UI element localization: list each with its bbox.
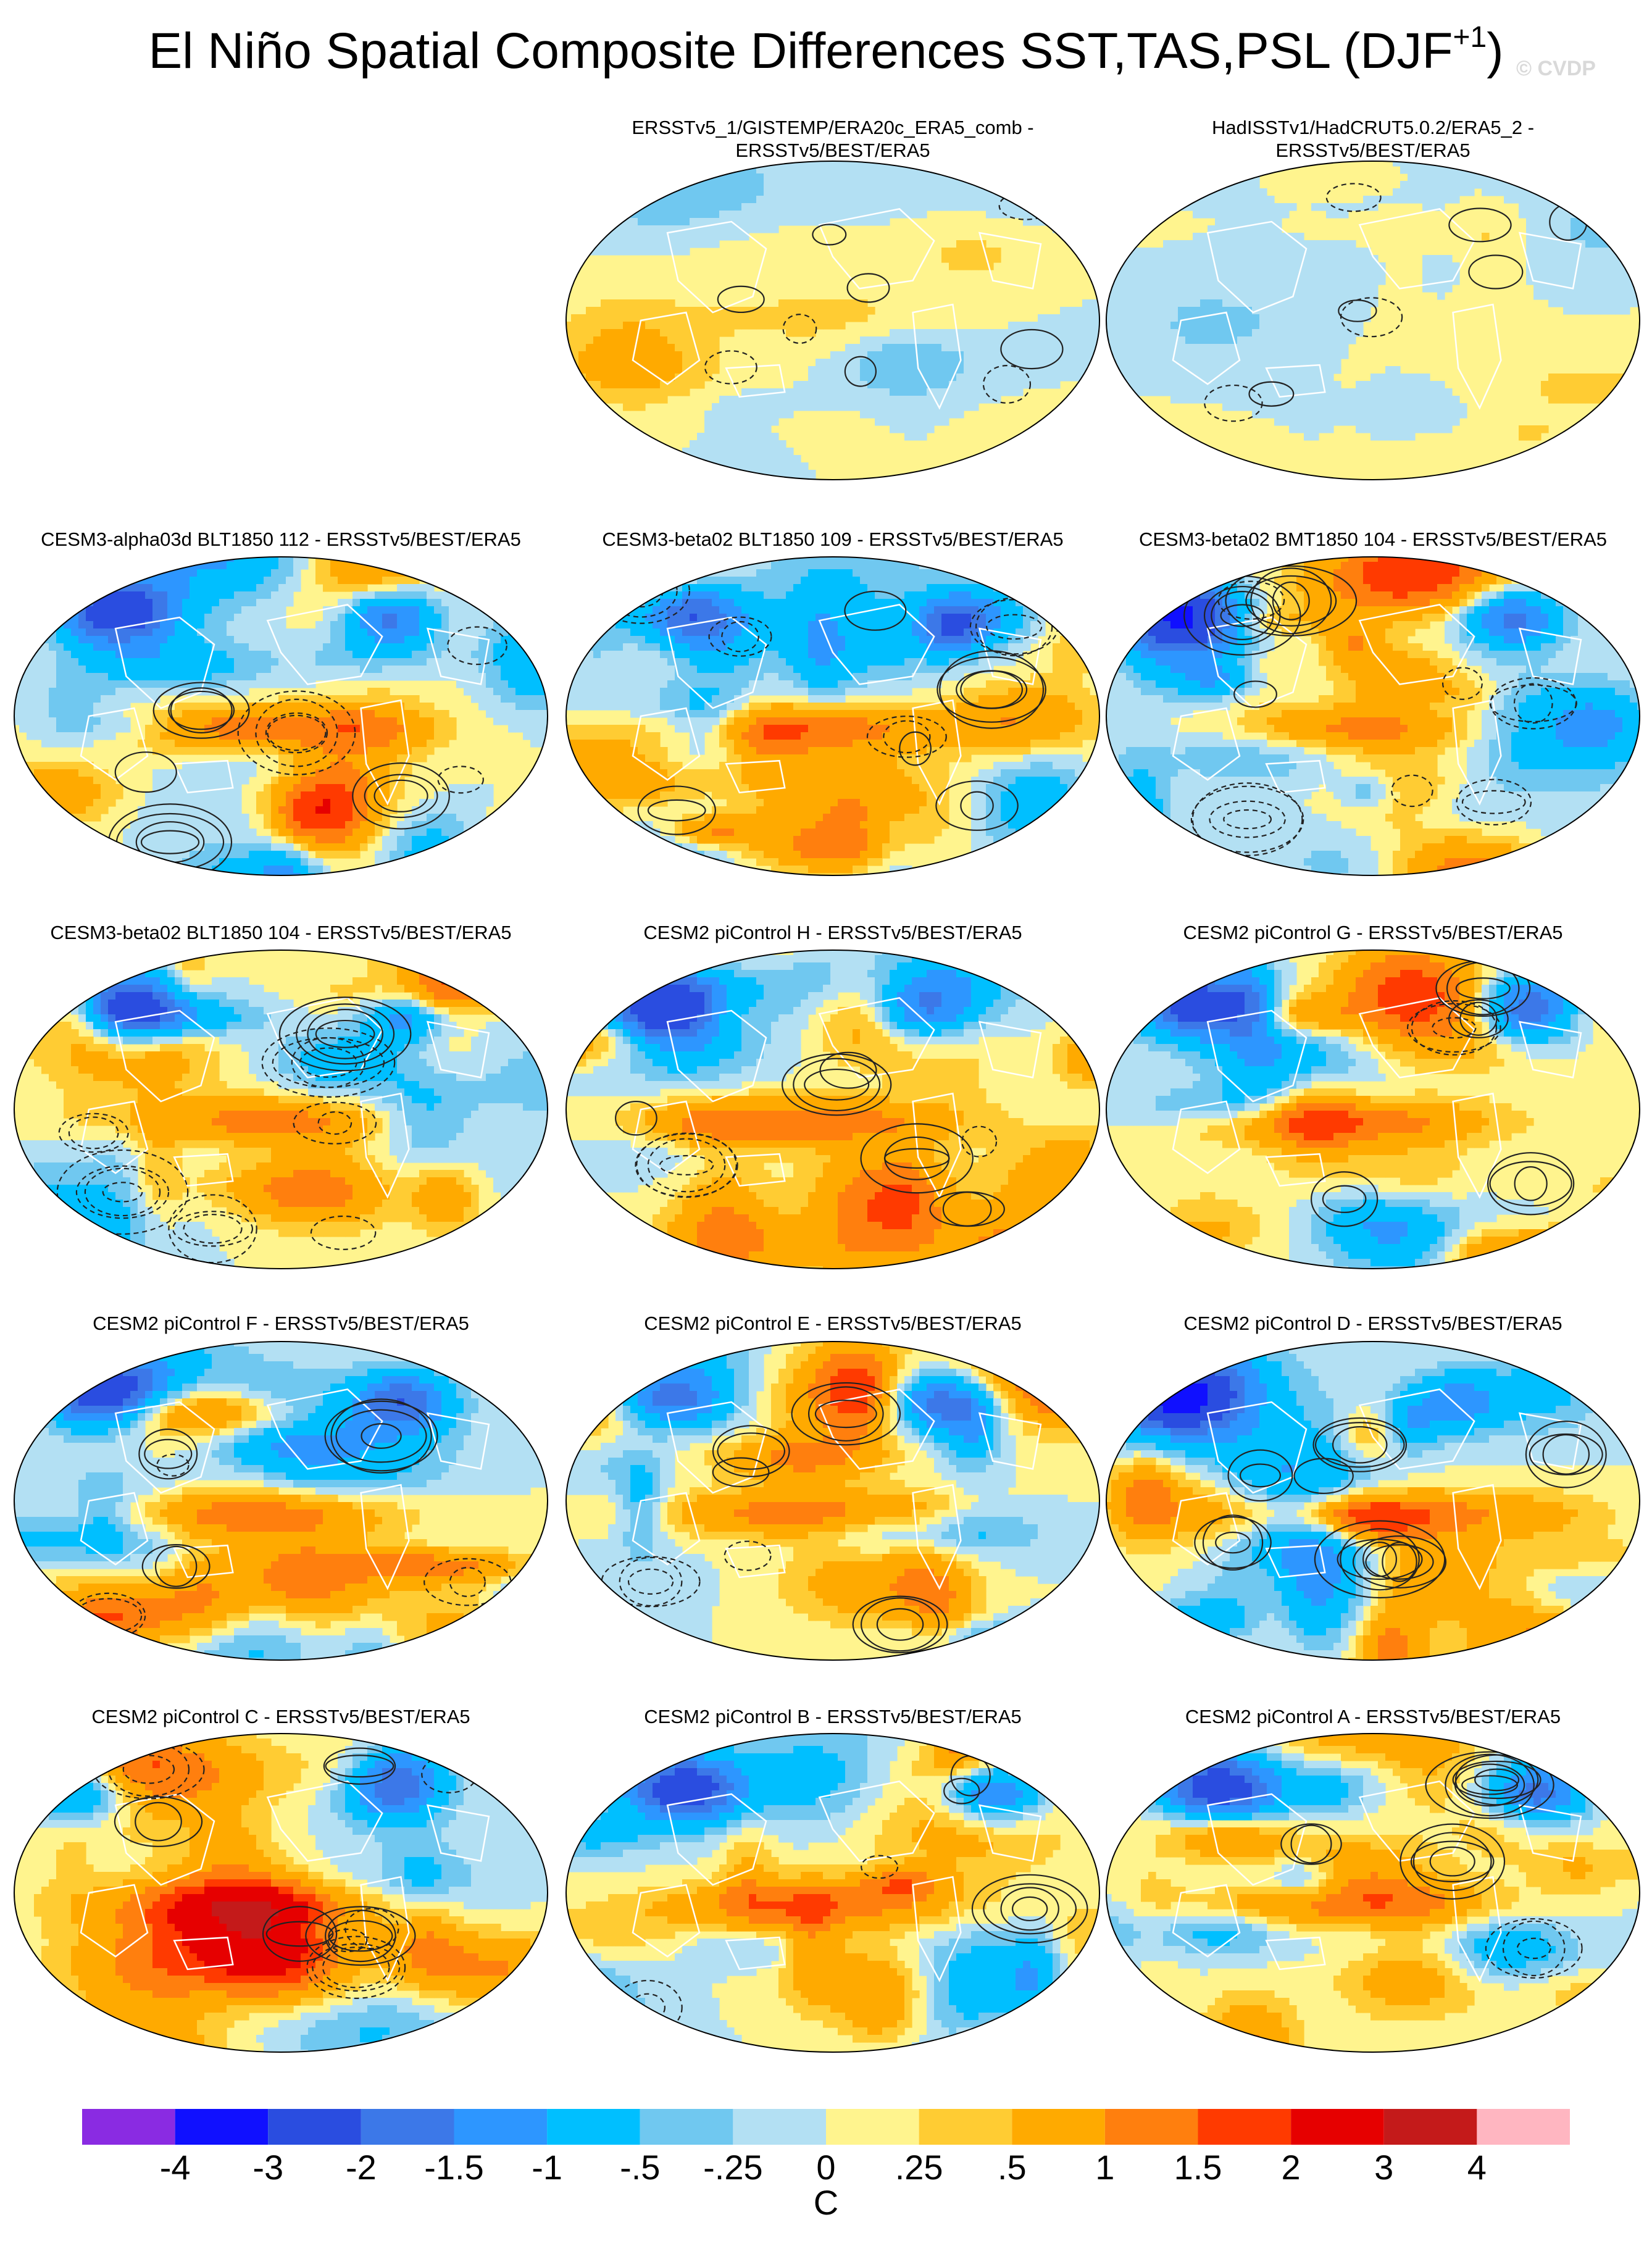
panel-title: HadISSTv1/HadCRUT5.0.2/ERA5_2 - ERSSTv5/B… xyxy=(1089,116,1652,162)
page-title: El Niño Spatial Composite Differences SS… xyxy=(0,17,1652,85)
panel-title-line: ERSSTv5/BEST/ERA5 xyxy=(1089,139,1652,162)
panel-title-line: CESM2 piControl A - ERSSTv5/BEST/ERA5 xyxy=(1089,1705,1652,1728)
panel-title-line: CESM2 piControl F - ERSSTv5/BEST/ERA5 xyxy=(0,1312,565,1335)
colorbar-swatch xyxy=(1198,2109,1291,2145)
panel-title: CESM3-beta02 BLT1850 104 - ERSSTv5/BEST/… xyxy=(0,921,565,944)
colorbar-tick-label: .25 xyxy=(895,2148,943,2183)
composite-map xyxy=(565,556,1100,876)
title-close: ) xyxy=(1487,23,1503,79)
panel-title: CESM2 piControl E - ERSSTv5/BEST/ERA5 xyxy=(549,1312,1117,1335)
colorbar-swatch xyxy=(361,2109,454,2145)
composite-map xyxy=(1106,161,1640,480)
composite-map xyxy=(14,950,548,1269)
colorbar-tick-label: -.25 xyxy=(703,2148,763,2183)
colorbar-swatch xyxy=(1291,2109,1384,2145)
colorbar-swatch xyxy=(1104,2109,1198,2145)
colorbar-tick-label: .5 xyxy=(998,2148,1027,2183)
composite-map xyxy=(565,950,1100,1269)
panel-title-line: CESM2 piControl B - ERSSTv5/BEST/ERA5 xyxy=(549,1705,1117,1728)
panel-title: CESM2 piControl G - ERSSTv5/BEST/ERA5 xyxy=(1089,921,1652,944)
panel-title: CESM3-beta02 BMT1850 104 - ERSSTv5/BEST/… xyxy=(1089,528,1652,551)
panel-title: ERSSTv5_1/GISTEMP/ERA20c_ERA5_comb - ERSS… xyxy=(549,116,1117,162)
colorbar-tick-label: -3 xyxy=(252,2148,283,2183)
colorbar-tick-label: 3 xyxy=(1374,2148,1393,2183)
colorbar-swatch xyxy=(640,2109,733,2145)
panel-title-line: ERSSTv5_1/GISTEMP/ERA20c_ERA5_comb - xyxy=(549,116,1117,139)
colorbar-tick-label: 1.5 xyxy=(1174,2148,1222,2183)
panel-title: CESM2 piControl B - ERSSTv5/BEST/ERA5 xyxy=(549,1705,1117,1728)
panel-title-line: CESM2 piControl G - ERSSTv5/BEST/ERA5 xyxy=(1089,921,1652,944)
composite-map xyxy=(565,1341,1100,1661)
colorbar-swatch xyxy=(1383,2109,1477,2145)
panel-title: CESM2 piControl F - ERSSTv5/BEST/ERA5 xyxy=(0,1312,565,1335)
colorbar-swatch xyxy=(1477,2109,1570,2145)
title-superscript: +1 xyxy=(1453,21,1487,54)
colorbar-swatch xyxy=(454,2109,548,2145)
colorbar-tick-label: 1 xyxy=(1095,2148,1114,2183)
composite-map xyxy=(1106,1341,1640,1661)
panel-title-line: CESM2 piControl D - ERSSTv5/BEST/ERA5 xyxy=(1089,1312,1652,1335)
colorbar-swatch xyxy=(268,2109,361,2145)
composite-map xyxy=(1106,950,1640,1269)
colorbar-tick-label: -2 xyxy=(346,2148,377,2183)
colorbar-swatch xyxy=(547,2109,640,2145)
panel-title: CESM2 piControl C - ERSSTv5/BEST/ERA5 xyxy=(0,1705,565,1728)
colorbar-swatch xyxy=(82,2109,175,2145)
colorbar-tick-label: 0 xyxy=(816,2148,835,2183)
colorbar-tick-label: -1 xyxy=(532,2148,562,2183)
panel-title-line: CESM3-alpha03d BLT1850 112 - ERSSTv5/BES… xyxy=(0,528,565,551)
colorbar-tick-label: 4 xyxy=(1467,2148,1487,2183)
colorbar-tick-label: -.5 xyxy=(620,2148,660,2183)
colorbar-tick-label: 2 xyxy=(1282,2148,1301,2183)
title-text: El Niño Spatial Composite Differences SS… xyxy=(148,23,1453,79)
composite-map xyxy=(14,1341,548,1661)
panel-title-line: CESM3-beta02 BLT1850 109 - ERSSTv5/BEST/… xyxy=(549,528,1117,551)
panel-title-line: CESM2 piControl E - ERSSTv5/BEST/ERA5 xyxy=(549,1312,1117,1335)
panel-title-line: CESM3-beta02 BLT1850 104 - ERSSTv5/BEST/… xyxy=(0,921,565,944)
composite-map xyxy=(14,556,548,876)
colorbar-swatch xyxy=(826,2109,919,2145)
composite-map xyxy=(565,1733,1100,2053)
panel-title: CESM2 piControl D - ERSSTv5/BEST/ERA5 xyxy=(1089,1312,1652,1335)
composite-map xyxy=(1106,1733,1640,2053)
colorbar-tick-label: -4 xyxy=(160,2148,191,2183)
composite-map xyxy=(14,1733,548,2053)
panel-title: CESM3-beta02 BLT1850 109 - ERSSTv5/BEST/… xyxy=(549,528,1117,551)
colorbar-swatch xyxy=(919,2109,1012,2145)
composite-map xyxy=(1106,556,1640,876)
panel-title-line: CESM2 piControl C - ERSSTv5/BEST/ERA5 xyxy=(0,1705,565,1728)
colorbar: -4 -3 -2 -1.5 -1 -.5 -.25 0 .25 .5 1 1.5 2 3 4 xyxy=(82,2109,1570,2183)
panel-title-line: HadISSTv1/HadCRUT5.0.2/ERA5_2 - xyxy=(1089,116,1652,139)
panel-title: CESM3-alpha03d BLT1850 112 - ERSSTv5/BES… xyxy=(0,528,565,551)
panel-title-line: CESM2 piControl H - ERSSTv5/BEST/ERA5 xyxy=(549,921,1117,944)
panel-title: CESM2 piControl A - ERSSTv5/BEST/ERA5 xyxy=(1089,1705,1652,1728)
panel-title: CESM2 piControl H - ERSSTv5/BEST/ERA5 xyxy=(549,921,1117,944)
colorbar-unit-label: C xyxy=(795,2184,857,2221)
colorbar-tick-label: -1.5 xyxy=(424,2148,484,2183)
colorbar-swatch xyxy=(733,2109,826,2145)
composite-map xyxy=(565,161,1100,480)
colorbar-swatch xyxy=(1012,2109,1105,2145)
colorbar-swatch xyxy=(175,2109,269,2145)
panel-title-line: ERSSTv5/BEST/ERA5 xyxy=(549,139,1117,162)
watermark: © CVDP xyxy=(1516,57,1596,81)
panel-title-line: CESM3-beta02 BMT1850 104 - ERSSTv5/BEST/… xyxy=(1089,528,1652,551)
